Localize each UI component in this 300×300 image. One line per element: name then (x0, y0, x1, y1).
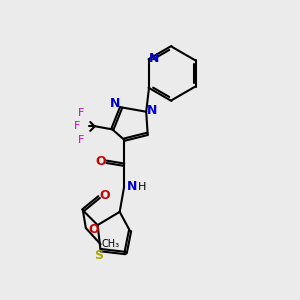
Text: F: F (78, 108, 85, 118)
Text: N: N (127, 180, 137, 193)
Text: N: N (147, 104, 157, 117)
Text: N: N (149, 52, 160, 65)
Text: O: O (95, 155, 106, 168)
Text: H: H (138, 182, 146, 192)
Text: O: O (88, 223, 98, 236)
Text: F: F (74, 122, 80, 131)
Text: O: O (100, 189, 110, 202)
Text: S: S (94, 250, 103, 262)
Text: N: N (110, 97, 121, 110)
Text: F: F (78, 135, 85, 145)
Text: CH₃: CH₃ (102, 239, 120, 249)
